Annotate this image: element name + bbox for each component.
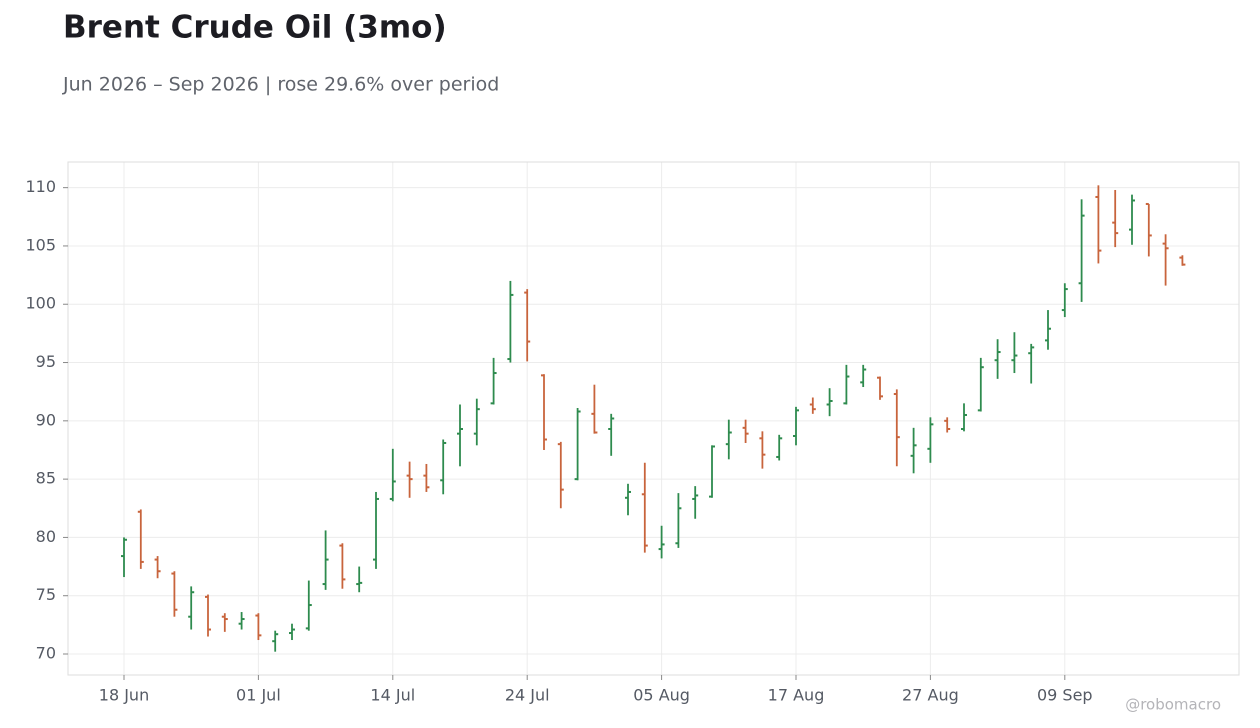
x-tick-label: 05 Aug (633, 686, 690, 705)
plot-frame (67, 161, 1240, 676)
y-tick-label: 105 (25, 235, 56, 254)
chart-subtitle: Jun 2026 – Sep 2026 | rose 29.6% over pe… (62, 74, 499, 96)
x-tick-label: 14 Jul (370, 686, 415, 705)
y-tick-label: 90 (36, 410, 56, 429)
x-tick-label: 01 Jul (236, 686, 281, 705)
y-tick-label: 80 (36, 527, 56, 546)
chart-title: Brent Crude Oil (3mo) (63, 10, 447, 46)
x-tick-label: 27 Aug (902, 686, 959, 705)
y-tick-label: 85 (36, 469, 56, 488)
y-tick-label: 95 (36, 352, 56, 371)
x-tick-label: 17 Aug (768, 686, 825, 705)
watermark: @robomacro (1125, 696, 1221, 714)
x-tick-label: 09 Sep (1037, 686, 1093, 705)
x-tick-label: 24 Jul (505, 686, 550, 705)
x-tick-label: 18 Jun (99, 686, 149, 705)
y-tick-label: 75 (36, 585, 56, 604)
y-tick-label: 100 (25, 294, 56, 313)
y-tick-label: 70 (36, 644, 56, 663)
y-tick-label: 110 (25, 177, 56, 196)
